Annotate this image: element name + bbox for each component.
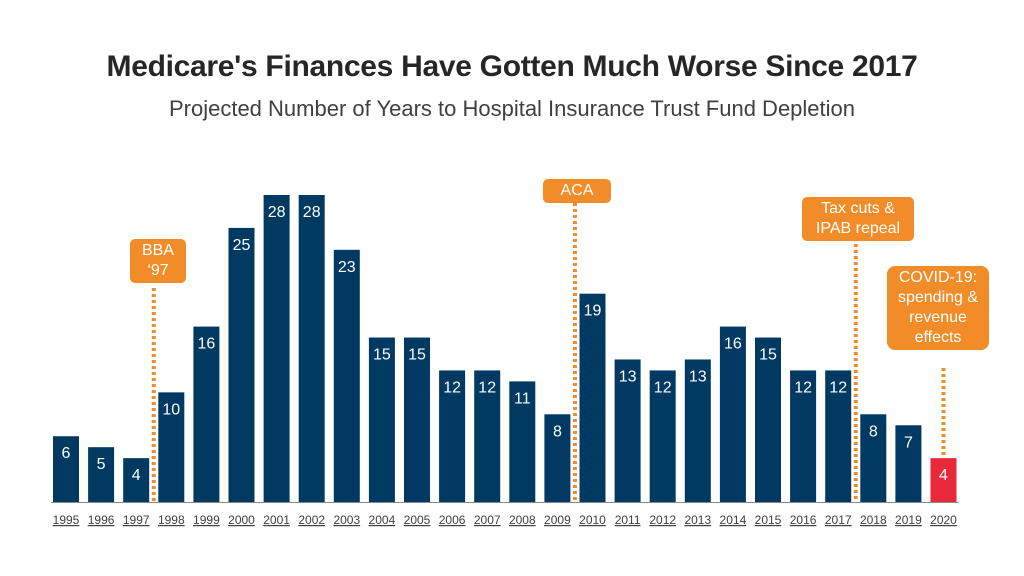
value-label-2011: 13 [619,368,637,385]
bar-2012 [649,370,676,502]
tick-label-2006: 2006 [439,513,466,527]
bar-1995 [53,436,79,502]
bar-2016 [790,370,817,502]
bar-2010 [579,293,606,502]
tick-label-2013: 2013 [684,513,711,527]
value-label-2007: 12 [478,379,496,396]
tick-label-2000: 2000 [228,513,255,527]
value-label-2017: 12 [829,379,847,396]
annotation-covid-19: COVID-19: spending & revenue effects [887,266,989,350]
bar-2014 [719,326,746,502]
value-label-1997: 4 [132,467,141,484]
bar-1998 [158,392,185,502]
tick-label-1999: 1999 [193,513,220,527]
bar-2000 [228,227,255,502]
tick-label-2001: 2001 [263,513,290,527]
tick-label-2010: 2010 [579,513,606,527]
tick-label-2015: 2015 [755,513,782,527]
annotation-tax-cuts-ipab-repeal: Tax cuts & IPAB repeal [802,197,914,241]
tick-label-2007: 2007 [474,513,501,527]
tick-label-2003: 2003 [333,513,360,527]
bar-2018 [860,414,887,502]
chart-title: Medicare's Finances Have Gotten Much Wor… [106,50,918,83]
value-label-2020: 4 [939,467,948,484]
value-label-1999: 16 [198,336,216,353]
value-label-2012: 12 [654,379,672,396]
bar-1999 [193,326,220,502]
tick-label-1995: 1995 [53,513,80,527]
tick-label-2002: 2002 [298,513,325,527]
bar-1997 [123,458,150,502]
value-label-1996: 5 [97,456,106,473]
bar-2002 [298,195,325,502]
annotation-bba-97: BBA ‘97 [130,239,186,283]
tick-label-2018: 2018 [860,513,887,527]
value-label-2010: 19 [584,303,602,320]
value-label-2002: 28 [303,204,321,221]
value-label-2005: 15 [408,347,426,364]
value-label-2016: 12 [794,379,812,396]
tick-label-2019: 2019 [895,513,922,527]
bar-2001 [263,195,290,502]
tick-label-2020: 2020 [930,513,957,527]
value-label-2014: 16 [724,336,742,353]
tick-label-2005: 2005 [404,513,431,527]
tick-label-2004: 2004 [369,513,396,527]
tick-label-2012: 2012 [649,513,676,527]
bar-2020 [930,458,957,502]
tick-label-2009: 2009 [544,513,571,527]
bar-2006 [439,370,466,502]
value-label-2006: 12 [443,379,461,396]
bar-2015 [755,337,781,502]
value-label-2018: 8 [869,423,878,440]
tick-label-2016: 2016 [790,513,817,527]
tick-label-2017: 2017 [825,513,852,527]
bar-2019 [895,425,922,502]
bar-2008 [509,381,536,502]
bar-2007 [474,370,501,502]
tick-label-1998: 1998 [158,513,185,527]
bar-2009 [544,414,571,502]
value-label-2008: 11 [514,390,531,407]
bar-2011 [614,359,641,502]
tick-label-1997: 1997 [123,513,150,527]
annotation-aca: ACA [543,179,611,203]
value-label-1995: 6 [62,445,71,462]
value-label-2009: 8 [553,423,562,440]
bar-1996 [88,447,115,502]
bar-2005 [404,337,430,502]
bar-2003 [333,249,360,502]
bar-2013 [684,359,711,502]
value-label-2004: 15 [373,347,391,364]
tick-label-2008: 2008 [509,513,536,527]
value-label-2001: 28 [268,204,286,221]
chart-subtitle: Projected Number of Years to Hospital In… [168,96,856,121]
value-label-2019: 7 [904,434,913,451]
value-label-2015: 15 [759,347,777,364]
bar-2017 [825,370,852,502]
value-label-2013: 13 [689,368,707,385]
value-label-1998: 10 [162,401,180,418]
tick-label-1996: 1996 [88,513,115,527]
value-label-2000: 25 [233,237,251,254]
tick-label-2014: 2014 [720,513,747,527]
value-label-2003: 23 [338,259,356,276]
tick-label-2011: 2011 [615,513,641,527]
bar-2004 [368,337,395,502]
